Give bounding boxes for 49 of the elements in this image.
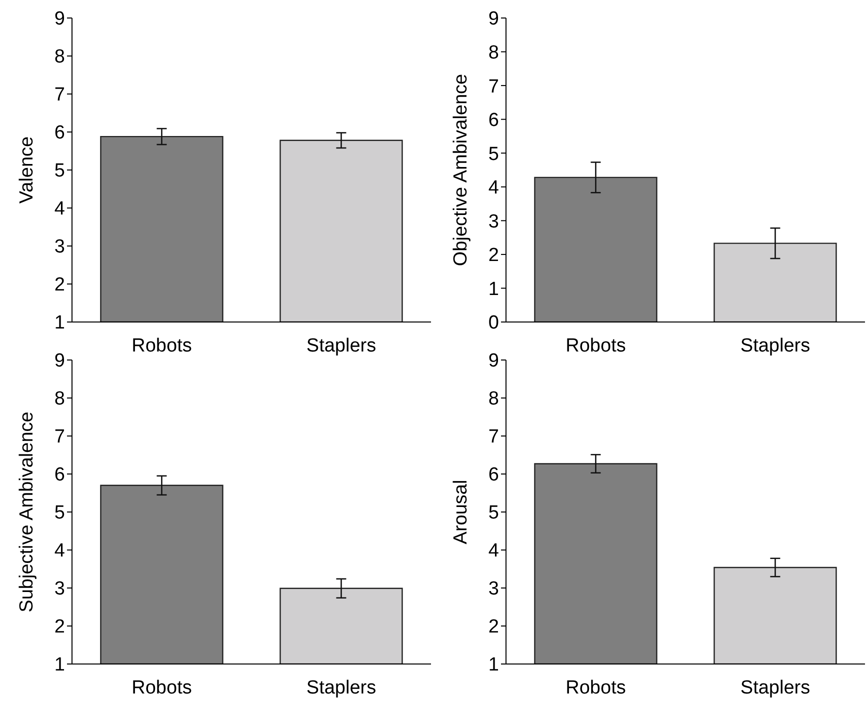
y-tick-label: 1: [488, 278, 499, 300]
y-tick-label: 7: [488, 426, 499, 448]
y-axis-title: Objective Ambivalence: [450, 74, 472, 266]
y-axis-title: Subjective Ambivalence: [16, 412, 38, 612]
y-axis-title: Valence: [16, 136, 38, 204]
y-tick-label: 7: [488, 76, 499, 98]
y-tick-label: 3: [488, 578, 499, 600]
y-tick-label: 9: [54, 350, 65, 372]
y-tick-label: 0: [488, 312, 499, 334]
y-tick-label: 2: [54, 274, 65, 296]
y-tick-label: 8: [488, 388, 499, 410]
y-tick-label: 5: [54, 160, 65, 182]
y-tick-label: 2: [54, 616, 65, 638]
y-tick-label: 7: [54, 426, 65, 448]
y-tick-label: 1: [488, 654, 499, 676]
y-tick-label: 6: [488, 464, 499, 486]
y-tick-label: 4: [488, 540, 500, 562]
y-tick-label: 3: [54, 578, 65, 600]
y-tick-label: 6: [54, 464, 65, 486]
y-tick-label: 4: [54, 540, 66, 562]
y-tick-label: 6: [488, 110, 499, 132]
x-tick-label: Robots: [132, 335, 192, 356]
x-tick-label: Robots: [566, 677, 626, 698]
x-tick-label: Robots: [566, 335, 626, 356]
y-tick-label: 5: [488, 144, 499, 165]
y-tick-label: 3: [54, 236, 65, 258]
x-tick-label: Staplers: [740, 677, 810, 698]
y-tick-label: 6: [54, 122, 65, 144]
y-tick-label: 4: [488, 178, 500, 199]
x-tick-label: Staplers: [306, 335, 376, 356]
y-tick-label: 8: [488, 42, 499, 64]
x-tick-label: Staplers: [740, 335, 810, 356]
y-tick-label: 2: [488, 245, 499, 266]
x-tick-label: Staplers: [306, 677, 376, 698]
y-tick-label: 4: [54, 198, 66, 220]
y-tick-label: 1: [54, 654, 65, 676]
x-tick-label: Robots: [132, 677, 192, 698]
y-tick-label: 2: [488, 616, 499, 638]
y-tick-label: 5: [488, 502, 499, 524]
y-tick-label: 9: [488, 350, 499, 372]
y-axis-title: Arousal: [450, 480, 472, 544]
y-tick-label: 5: [54, 502, 65, 524]
y-tick-label: 1: [54, 312, 65, 334]
y-tick-label: 9: [488, 8, 499, 30]
y-tick-label: 8: [54, 388, 65, 410]
y-tick-label: 7: [54, 84, 65, 106]
y-tick-label: 3: [488, 211, 499, 232]
y-tick-label: 8: [54, 46, 65, 68]
y-tick-label: 9: [54, 8, 65, 30]
